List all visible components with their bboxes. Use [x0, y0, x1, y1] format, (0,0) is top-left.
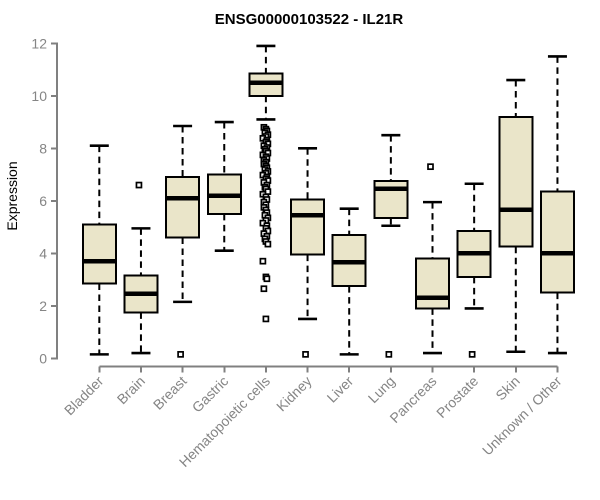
outlier-point — [135, 181, 143, 189]
x-tick-label: Unknown / Other — [479, 373, 565, 459]
outlier-point — [385, 351, 393, 358]
boxes — [81, 44, 575, 358]
outlier-point — [302, 351, 309, 358]
box-kidney — [290, 147, 326, 358]
y-tick-label: 12 — [31, 35, 47, 51]
iqr-box — [498, 115, 534, 248]
x-tick-label: Bladder — [61, 373, 107, 419]
outlier-point — [262, 315, 270, 323]
outlier-point — [264, 240, 272, 248]
y-tick-label: 6 — [39, 193, 47, 209]
iqr-box — [81, 223, 117, 285]
box-pancreas — [415, 163, 450, 355]
box-lung — [373, 133, 409, 358]
box-gastric — [206, 120, 242, 252]
x-tick-label: Skin — [492, 373, 523, 404]
y-tick-label: 0 — [39, 350, 47, 366]
box-hematopoietic-cells — [248, 44, 284, 323]
box-brain — [123, 181, 159, 355]
x-tick-label: Lung — [365, 373, 398, 406]
x-tick-label: Kidney — [273, 373, 315, 415]
box-liver — [331, 207, 367, 356]
iqr-box — [290, 198, 326, 256]
iqr-box — [539, 190, 575, 294]
box-prostate — [456, 182, 492, 358]
y-tick-label: 2 — [39, 298, 47, 314]
outlier-point — [259, 257, 267, 265]
chart-title: ENSG00000103522 - IL21R — [215, 11, 404, 28]
x-tick-label: Liver — [324, 373, 357, 406]
iqr-box — [373, 180, 409, 219]
y-axis-label: Expression — [4, 161, 20, 230]
outlier-point — [177, 351, 184, 358]
box-unknown-other — [539, 55, 575, 355]
x-tick-label: Brain — [114, 373, 148, 407]
iqr-box — [415, 257, 450, 310]
box-bladder — [81, 144, 117, 356]
x-tick-label: Breast — [150, 373, 190, 413]
y-tick-label: 10 — [31, 88, 47, 104]
y-tick-label: 4 — [39, 245, 47, 261]
box-skin — [498, 78, 534, 354]
outlier-point — [468, 351, 476, 358]
outlier-point — [427, 163, 434, 171]
outlier-point — [263, 275, 271, 283]
y-tick-label: 8 — [39, 140, 47, 156]
x-tick-label: Prostate — [433, 373, 481, 421]
outlier-point — [260, 285, 268, 293]
box-breast — [165, 124, 201, 358]
iqr-box — [165, 176, 201, 239]
